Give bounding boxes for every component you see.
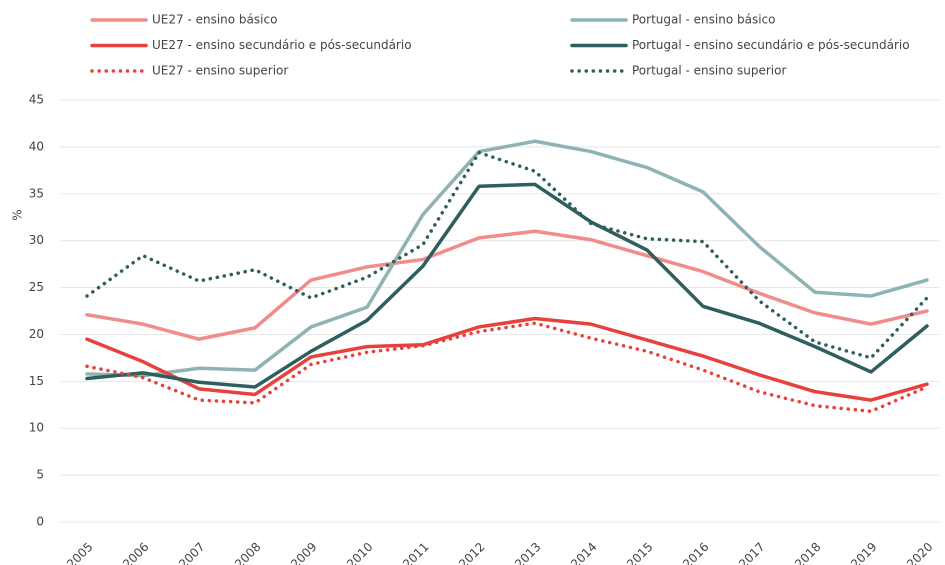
- series-line: [85, 229, 929, 341]
- y-tick-label: 40: [29, 139, 44, 153]
- series-line: [85, 316, 929, 402]
- y-tick-label: 30: [29, 233, 44, 247]
- y-tick-label: 10: [29, 421, 44, 435]
- y-tick-label: 0: [36, 515, 44, 529]
- legend-label: UE27 - ensino básico: [152, 13, 277, 27]
- x-tick-label: 2005: [64, 540, 95, 565]
- x-tick-label: 2007: [176, 540, 207, 565]
- legend-label: Portugal - ensino superior: [632, 64, 786, 78]
- series-line: [85, 150, 929, 360]
- x-tick-label: 2006: [120, 540, 151, 565]
- x-tick-label: 2015: [624, 540, 655, 565]
- x-tick-label: 2014: [568, 540, 599, 565]
- series-line: [85, 321, 929, 414]
- legend-label: UE27 - ensino superior: [152, 64, 288, 78]
- y-axis-label: %: [11, 209, 25, 220]
- x-tick-label: 2010: [344, 540, 375, 565]
- series-line: [85, 182, 929, 389]
- x-tick-label: 2012: [456, 540, 487, 565]
- legend-label: Portugal - ensino secundário e pós-secun…: [632, 38, 910, 52]
- x-tick-label: 2019: [848, 540, 879, 565]
- legend-label: UE27 - ensino secundário e pós-secundári…: [152, 38, 412, 52]
- x-tick-label: 2013: [512, 540, 543, 565]
- x-tick-label: 2018: [792, 540, 823, 565]
- y-tick-label: 5: [36, 468, 44, 482]
- x-tick-label: 2009: [288, 540, 319, 565]
- series-line: [85, 139, 929, 378]
- y-tick-label: 35: [29, 186, 44, 200]
- y-tick-label: 20: [29, 327, 44, 341]
- y-tick-label: 25: [29, 280, 44, 294]
- legend-label: Portugal - ensino básico: [632, 13, 776, 27]
- x-tick-label: 2008: [232, 540, 263, 565]
- y-tick-label: 15: [29, 374, 44, 388]
- x-tick-label: 2017: [736, 540, 767, 565]
- x-tick-label: 2020: [904, 540, 935, 565]
- x-tick-label: 2016: [680, 540, 711, 565]
- y-tick-label: 45: [29, 93, 44, 107]
- x-tick-label: 2011: [400, 540, 431, 565]
